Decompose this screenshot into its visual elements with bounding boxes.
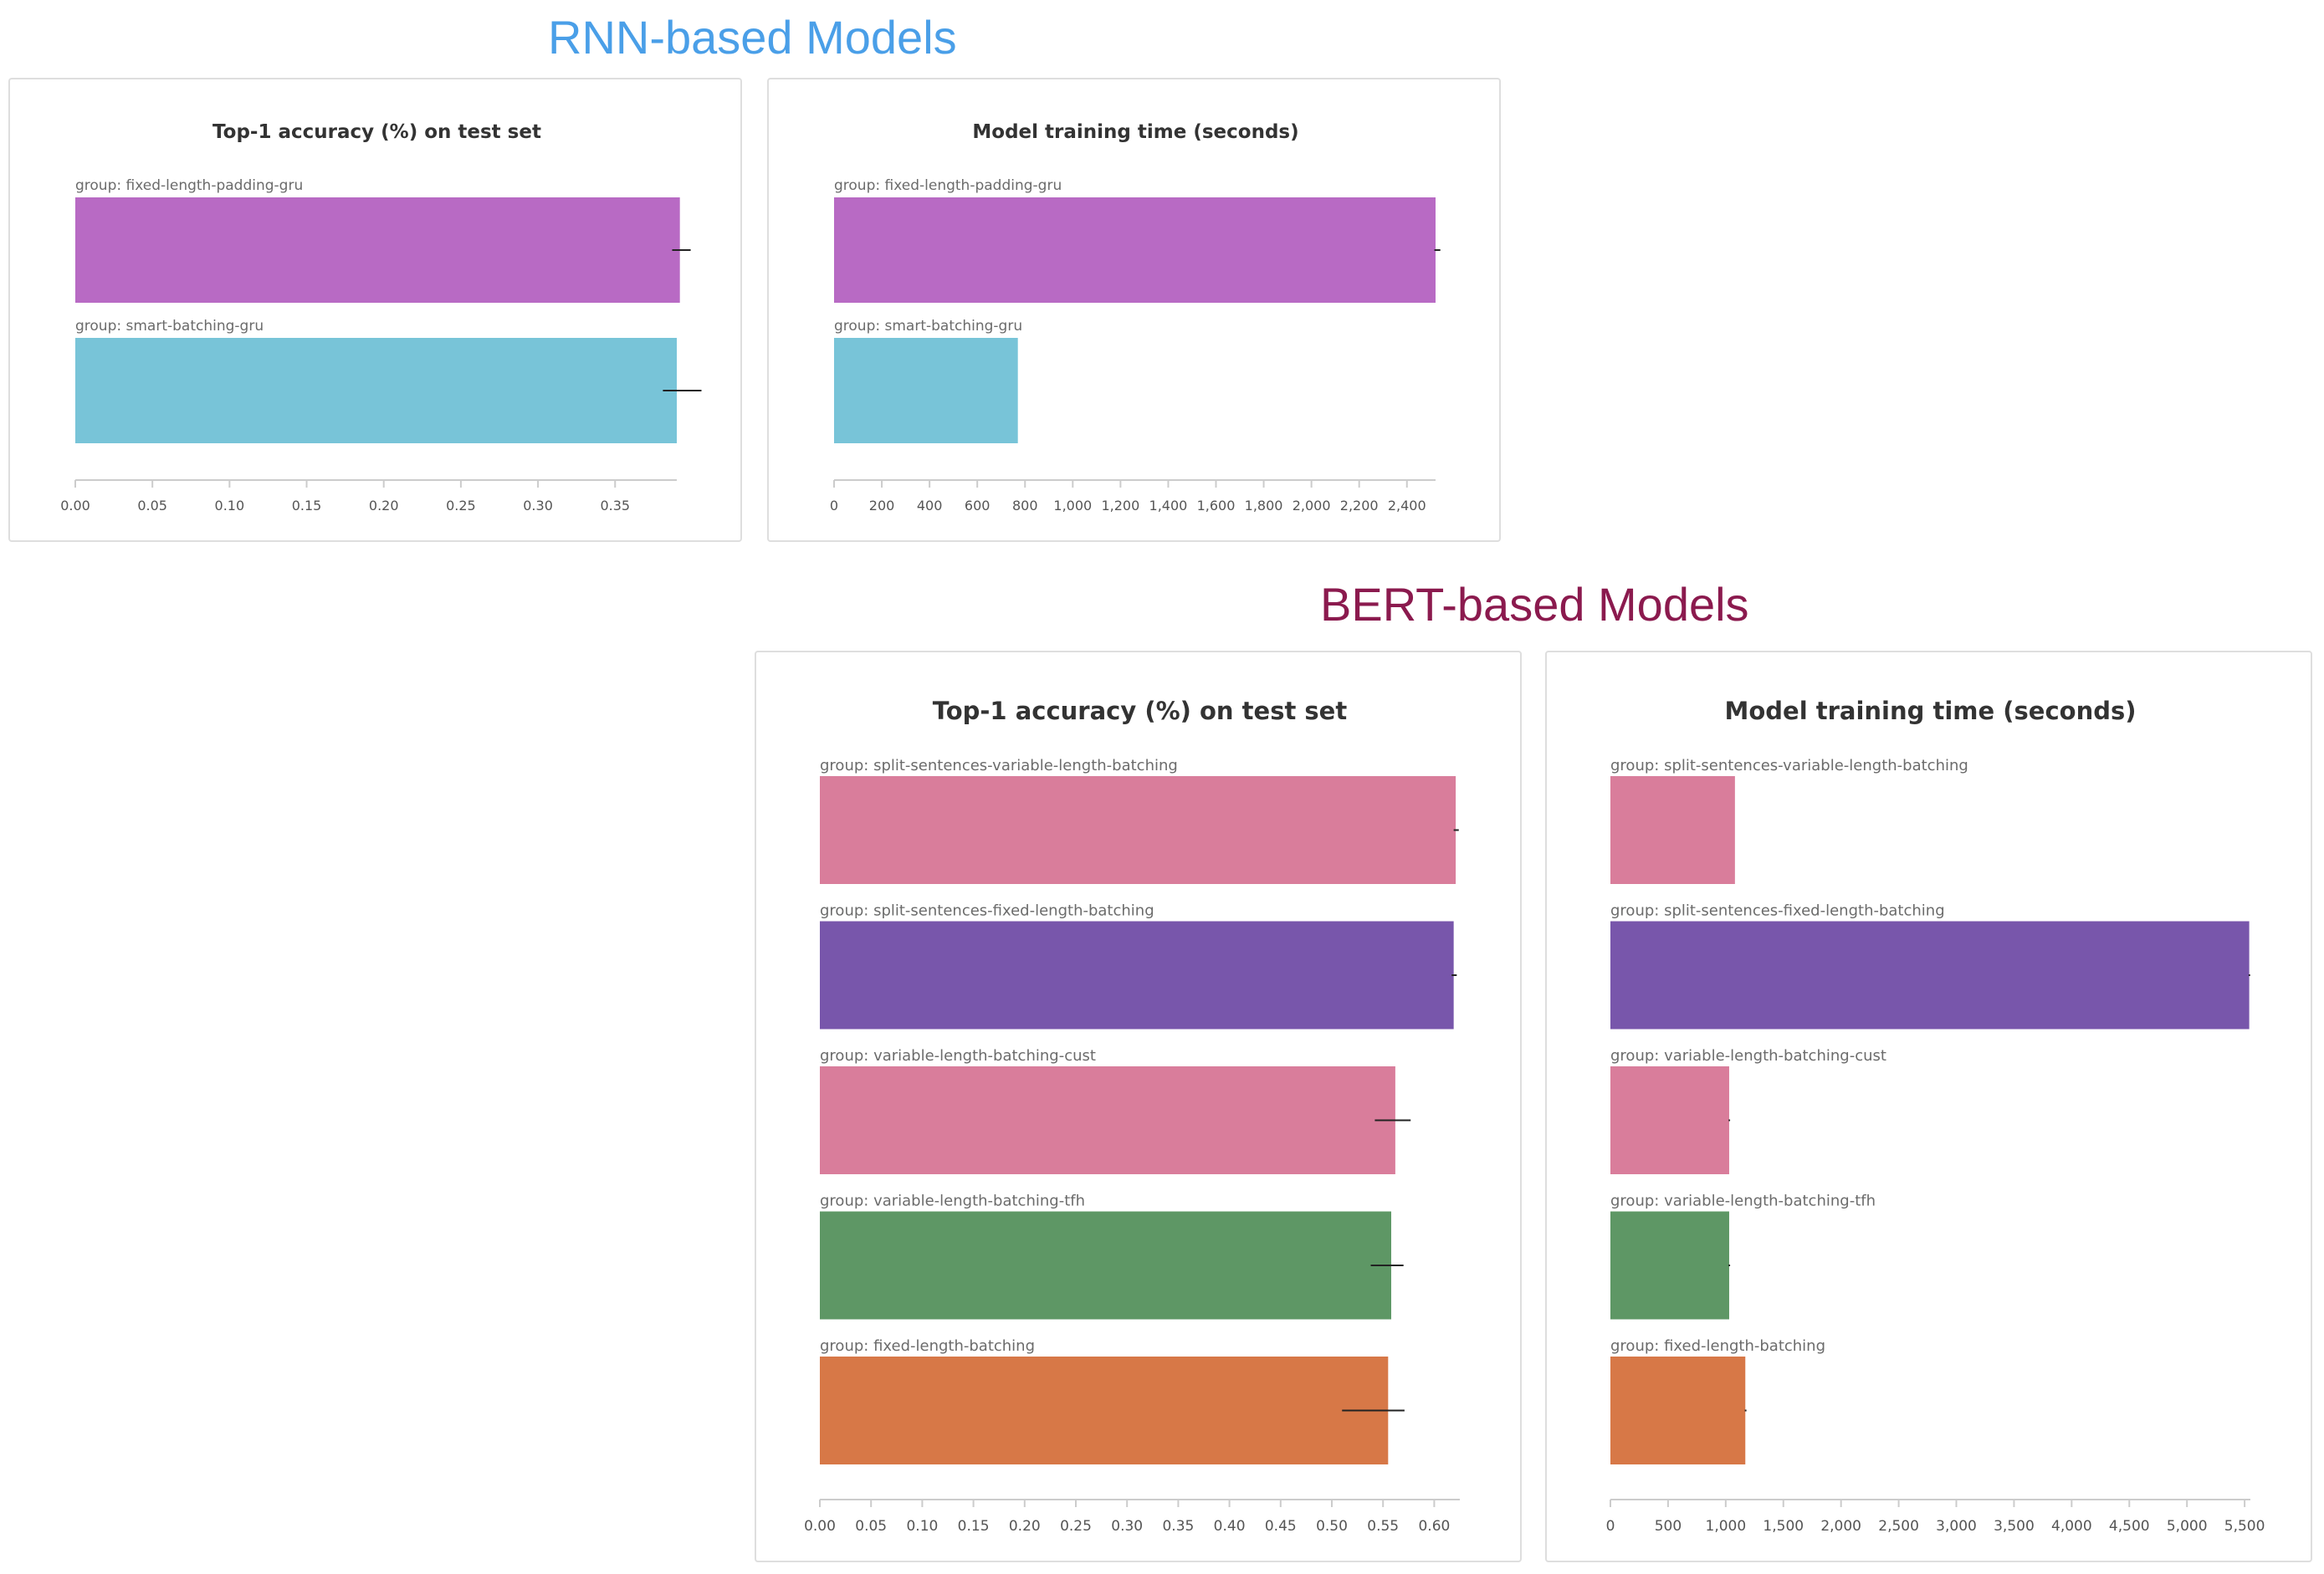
bar <box>1610 1211 1729 1320</box>
x-axis-tick-label: 0.10 <box>906 1518 938 1535</box>
bar <box>1610 1357 1746 1464</box>
x-axis-tick-label: 0 <box>1606 1518 1615 1535</box>
x-axis-tick-label: 2,200 <box>1340 498 1379 514</box>
bar-group-label: group: smart-batching-gru <box>834 318 1022 335</box>
x-axis-tick-label: 5,000 <box>2167 1518 2208 1535</box>
x-axis-tick-label: 400 <box>917 498 943 514</box>
x-axis-tick-label: 200 <box>869 498 895 514</box>
bar <box>820 1066 1395 1174</box>
x-axis-tick-label: 1,200 <box>1101 498 1139 514</box>
bar-group-label: group: split-sentences-variable-length-b… <box>820 757 1178 774</box>
rnn-time-panel: Model training time (seconds) group: fixe… <box>767 78 1501 542</box>
chart-title: Top-1 accuracy (%) on test set <box>933 697 1348 725</box>
bar-group-label: group: fixed-length-padding-gru <box>834 177 1062 194</box>
x-axis-tick-label: 1,800 <box>1245 498 1283 514</box>
bar <box>820 921 1454 1030</box>
rnn-time-chart: Model training time (seconds) group: fixe… <box>830 121 1441 514</box>
bar <box>834 338 1018 443</box>
chart-title: Model training time (seconds) <box>1724 697 2136 725</box>
bar <box>834 197 1436 303</box>
bar-group-label: group: split-sentences-fixed-length-batc… <box>820 902 1154 920</box>
x-axis-tick-label: 0.60 <box>1418 1518 1450 1535</box>
bar-group-label: group: variable-length-batching-tfh <box>1610 1193 1876 1210</box>
bar <box>75 338 677 443</box>
x-axis-tick-label: 0.40 <box>1214 1518 1246 1535</box>
bar <box>1610 776 1735 884</box>
bar-group-label: group: split-sentences-fixed-length-batc… <box>1610 902 1945 920</box>
x-axis-tick-label: 3,000 <box>1936 1518 1977 1535</box>
x-axis-tick-label: 2,000 <box>1820 1518 1861 1535</box>
x-axis-tick-label: 0.00 <box>804 1518 836 1535</box>
x-axis-tick-label: 0.30 <box>1111 1518 1143 1535</box>
x-axis-tick-label: 0.45 <box>1265 1518 1297 1535</box>
x-axis-tick-label: 0.15 <box>292 498 322 514</box>
x-axis-tick-label: 0.25 <box>446 498 476 514</box>
x-axis-tick-label: 0.15 <box>958 1518 990 1535</box>
bar-group-label: group: smart-batching-gru <box>75 318 264 335</box>
x-axis-tick-label: 1,000 <box>1053 498 1092 514</box>
x-axis-tick-label: 1,400 <box>1149 498 1188 514</box>
bar-group-label: group: variable-length-batching-tfh <box>820 1193 1085 1210</box>
x-axis-tick-label: 0 <box>830 498 838 514</box>
x-axis-tick-label: 0.25 <box>1060 1518 1092 1535</box>
x-axis-tick-label: 0.20 <box>369 498 399 514</box>
bert-section-title: BERT-based Models <box>1320 578 1749 631</box>
x-axis-tick-label: 2,400 <box>1388 498 1426 514</box>
bar <box>820 776 1456 884</box>
x-axis-tick-label: 1,600 <box>1197 498 1236 514</box>
x-axis-tick-label: 600 <box>965 498 991 514</box>
x-axis-tick-label: 0.05 <box>137 498 167 514</box>
x-axis-tick-label: 0.50 <box>1316 1518 1348 1535</box>
x-axis-tick-label: 0.30 <box>523 498 553 514</box>
chart-title: Model training time (seconds) <box>972 121 1298 143</box>
x-axis-tick-label: 0.35 <box>1162 1518 1194 1535</box>
bert-accuracy-chart: Top-1 accuracy (%) on test set group: spl… <box>804 697 1460 1535</box>
bar <box>820 1211 1391 1320</box>
x-axis-tick-label: 500 <box>1655 1518 1682 1535</box>
bar <box>820 1357 1389 1464</box>
bert-time-panel: Model training time (seconds) group: spli… <box>1545 651 2312 1562</box>
bert-accuracy-panel: Top-1 accuracy (%) on test set group: spl… <box>755 651 1522 1562</box>
bar-group-label: group: split-sentences-variable-length-b… <box>1610 757 1968 774</box>
x-axis-tick-label: 4,000 <box>2051 1518 2092 1535</box>
x-axis-tick-label: 800 <box>1012 498 1038 514</box>
bar <box>1610 921 2250 1030</box>
x-axis-tick-label: 3,500 <box>1994 1518 2035 1535</box>
bert-time-chart: Model training time (seconds) group: spli… <box>1606 697 2265 1535</box>
x-axis-tick-label: 1,500 <box>1763 1518 1804 1535</box>
bar-group-label: group: variable-length-batching-cust <box>1610 1047 1886 1065</box>
x-axis-tick-label: 5,500 <box>2224 1518 2265 1535</box>
x-axis-tick-label: 0.35 <box>600 498 630 514</box>
bar-group-label: group: fixed-length-padding-gru <box>75 177 303 194</box>
x-axis-tick-label: 2,000 <box>1293 498 1331 514</box>
x-axis-tick-label: 0.05 <box>855 1518 887 1535</box>
bar-group-label: group: variable-length-batching-cust <box>820 1047 1096 1065</box>
x-axis-tick-label: 0.20 <box>1009 1518 1041 1535</box>
x-axis-tick-label: 0.00 <box>60 498 90 514</box>
bar-group-label: group: fixed-length-batching <box>1610 1337 1825 1355</box>
x-axis-tick-label: 1,000 <box>1706 1518 1747 1535</box>
bar <box>1610 1066 1729 1174</box>
x-axis-tick-label: 0.55 <box>1367 1518 1399 1535</box>
x-axis-tick-label: 0.10 <box>215 498 245 514</box>
rnn-section-title: RNN-based Models <box>548 11 957 64</box>
rnn-accuracy-panel: Top-1 accuracy (%) on test set group: fix… <box>8 78 742 542</box>
bar <box>75 197 680 303</box>
bar-group-label: group: fixed-length-batching <box>820 1337 1035 1355</box>
rnn-accuracy-chart: Top-1 accuracy (%) on test set group: fix… <box>60 121 702 514</box>
chart-title: Top-1 accuracy (%) on test set <box>212 121 541 143</box>
x-axis-tick-label: 2,500 <box>1878 1518 1919 1535</box>
x-axis-tick-label: 4,500 <box>2109 1518 2150 1535</box>
